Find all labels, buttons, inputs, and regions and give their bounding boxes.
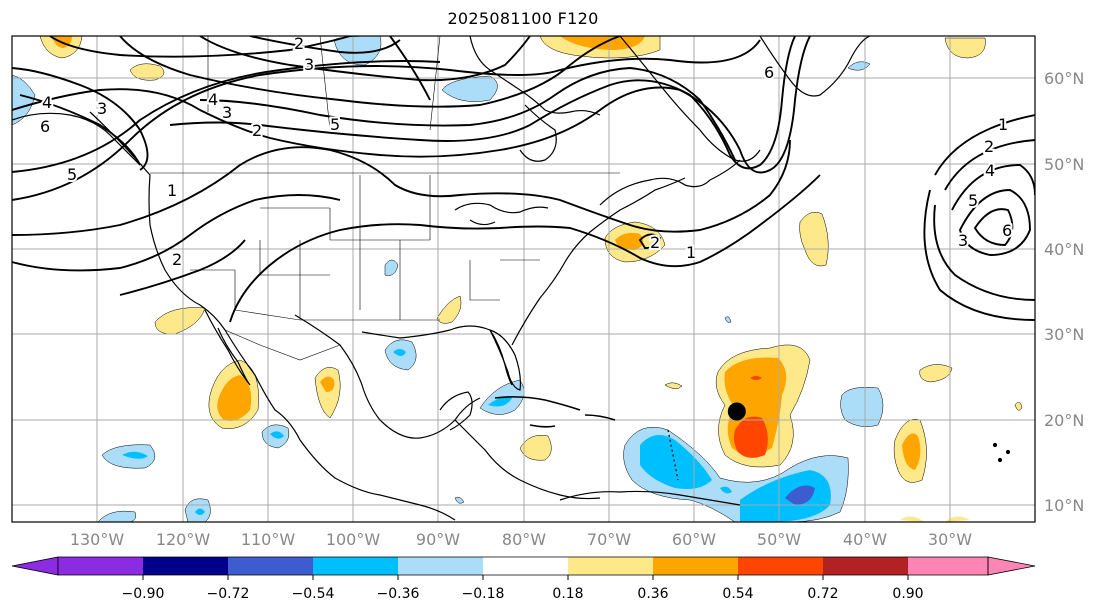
lon-label: 110°W [241,530,296,549]
lat-label: 20°N [1044,411,1084,430]
contour-label: 2 [650,233,660,252]
graticule [12,36,1035,522]
colorbar-extend-max [987,556,1036,576]
contour-label: 5 [67,165,77,184]
colorbar-tick-label: −0.36 [377,586,420,602]
colorbar-tick-label: −0.54 [292,586,335,602]
contour-label: 4 [42,93,52,112]
map-border [11,35,1036,523]
colorbar-tick-label: 0.72 [807,586,838,602]
colorbar-tick-label: −0.90 [122,586,165,602]
contour-label: 3 [222,103,232,122]
colorbar-tick-label: 0.54 [722,586,753,602]
contour-label: 3 [304,55,314,74]
lon-label: 120°W [156,530,211,549]
colorbar-tick-label: 0.18 [552,586,583,602]
lat-label: 50°N [1044,155,1084,174]
contour-label: 4 [985,161,995,180]
colorbar-bin [398,557,483,575]
contour-label: 1 [167,181,177,200]
lat-label: 60°N [1044,69,1084,88]
contour-label: 6 [1002,221,1012,240]
colorbar-bin [908,557,988,575]
colorbar-bin [568,557,653,575]
colorbar-tick-label: −0.72 [207,586,250,602]
contour-lines [12,36,1035,323]
lon-label: 30°W [928,530,972,549]
lat-label: 40°N [1044,240,1084,259]
colorbar-bin [228,557,313,575]
contour-label: 6 [40,117,50,136]
contour-label: 5 [968,191,978,210]
colorbar-extend-min [11,556,59,576]
colorbar-tick-label: 0.90 [892,586,923,602]
contour-label-group: 2 3 4 3 2 3 6 5 4 5 1 2 6 1 2 4 5 6 1 2 … [38,34,1014,271]
lon-label: 100°W [326,530,381,549]
lon-label: 50°W [757,530,801,549]
colorbar-bin [823,557,908,575]
contour-label: 5 [330,115,340,134]
contour-label: 2 [172,250,182,269]
latitude-labels: 60°N 50°N 40°N 30°N 20°N 10°N [1044,69,1084,515]
lon-label: 130°W [70,530,125,549]
contour-label: 1 [686,243,696,262]
colorbar: −0.90 −0.72 −0.54 −0.36 −0.18 0.18 0.36 … [11,556,1036,602]
map-title: 2025081100 F120 [447,9,599,28]
contour-label: 2 [252,121,262,140]
lat-label: 10°N [1044,496,1084,515]
lon-label: 80°W [502,530,546,549]
contour-label: 3 [958,231,968,250]
contour-label: 2 [984,137,994,156]
colorbar-bin [313,557,398,575]
contour-label: 6 [764,63,774,82]
lon-label: 90°W [416,530,460,549]
lon-label: 60°W [672,530,716,549]
lat-label: 30°N [1044,325,1084,344]
colorbar-bin [738,557,823,575]
colorbar-tick-label: −0.18 [462,586,505,602]
lon-label: 40°W [843,530,887,549]
colorbar-bin [143,557,228,575]
storm-position-marker [727,402,746,421]
contour-label: 2 [294,34,304,53]
contour-label: 4 [208,90,218,109]
colorbar-bin [483,557,568,575]
anomaly-fills [12,36,1023,522]
colorbar-tick-label: 0.36 [637,586,668,602]
contour-label: 3 [97,99,107,118]
colorbar-outline [57,556,989,576]
colorbar-bin [653,557,738,575]
contour-label: 1 [998,115,1008,134]
lon-label: 70°W [587,530,631,549]
longitude-labels: 130°W 120°W 110°W 100°W 90°W 80°W 70°W 6… [70,530,972,549]
colorbar-bin [58,557,143,575]
